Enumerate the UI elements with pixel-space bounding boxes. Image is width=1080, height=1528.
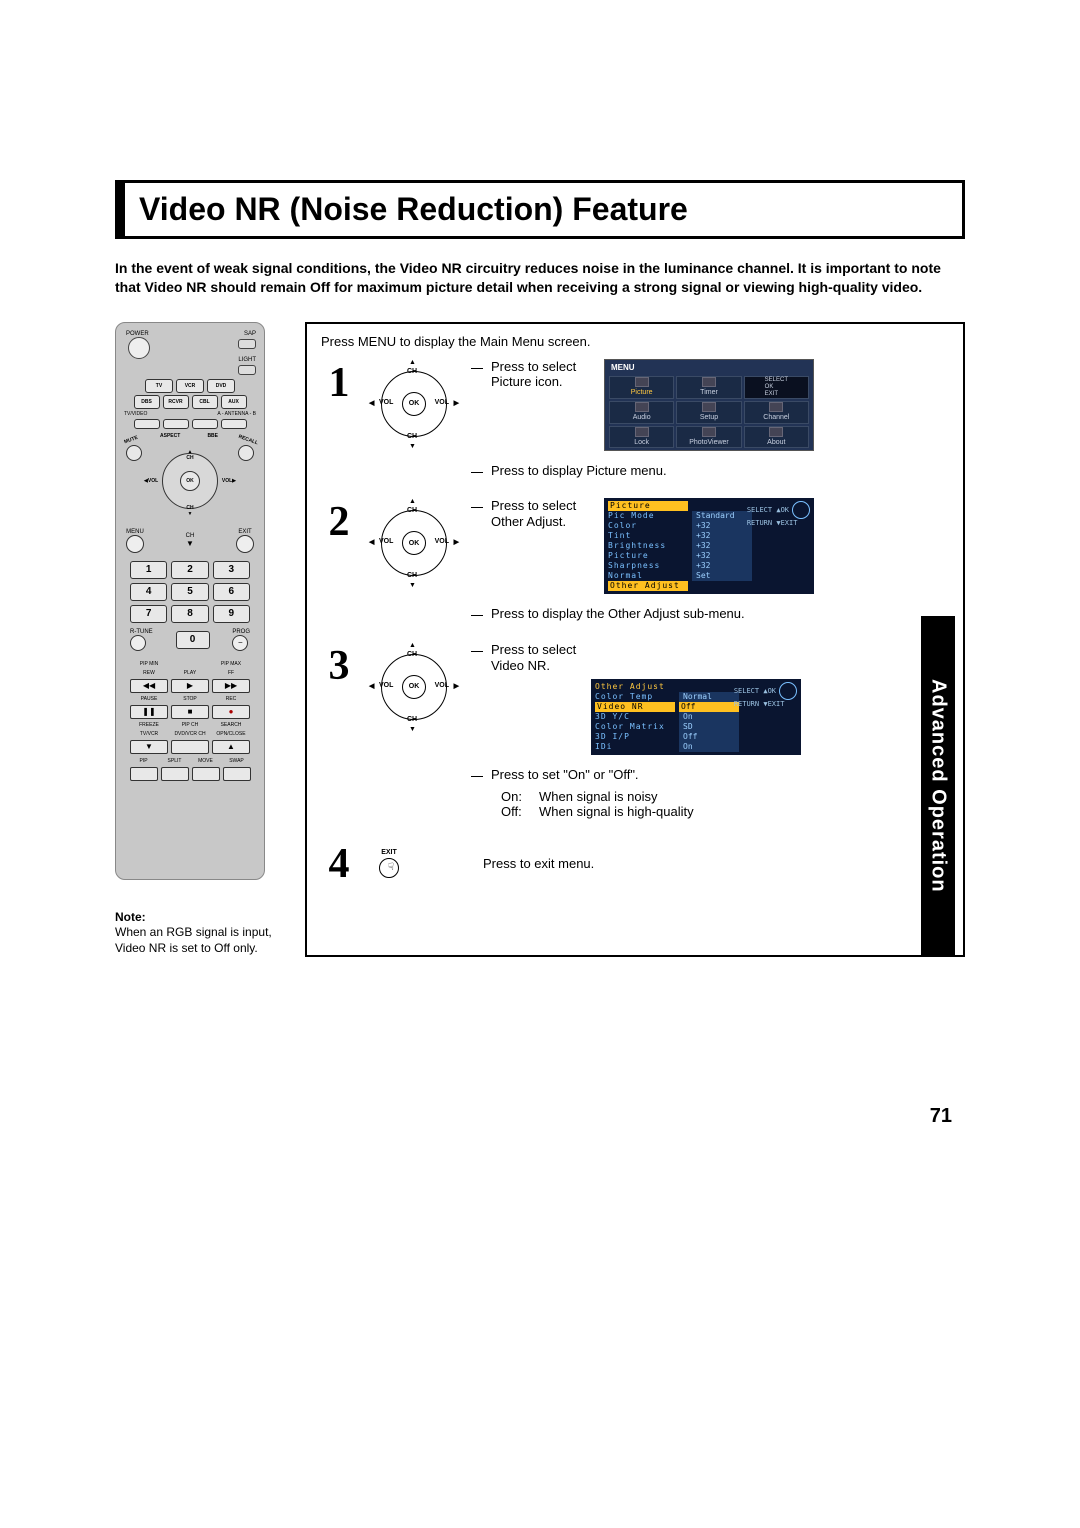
tvvideo-button [134, 419, 160, 429]
intro-paragraph: In the event of weak signal conditions, … [115, 259, 965, 297]
step-2-number: 2 [321, 498, 357, 546]
bbe-label: BBE [207, 433, 218, 439]
tvvideo-label: TV/VIDEO [124, 411, 147, 417]
light-button [238, 365, 256, 375]
ff-button: ▶▶ [212, 679, 250, 693]
rtune-label: R-TUNE [130, 629, 153, 635]
recall-label: RECALL [237, 433, 258, 446]
rec-button: ● [212, 705, 250, 719]
num-4: 4 [130, 583, 167, 601]
recall-button [238, 445, 254, 461]
exit-button-icon: EXIT ☟ [369, 849, 409, 878]
mute-label: MUTE [123, 435, 138, 445]
step-1-text-a: Press to select Picture icon. [491, 359, 596, 390]
aux-button: AUX [221, 395, 247, 409]
antenna-b-button [221, 419, 247, 429]
num-9: 9 [213, 605, 250, 623]
menu-label: MENU [126, 529, 144, 535]
osd-other-adjust-menu: SELECT ▲OKRETURN ▼EXIT Other Adjust Colo… [591, 679, 801, 755]
step-3: 3 OK ▲CH CH▼ ◀VOL VOL▶ Press to select V… [321, 642, 949, 820]
step-1-text-b: Press to display Picture menu. [491, 463, 667, 479]
osd-picture-menu: SELECT ▲OKRETURN ▼EXIT Picture Pic ModeS… [604, 498, 814, 594]
rcvr-button: RCVR [163, 395, 189, 409]
step-2-text-a: Press to select Other Adjust. [491, 498, 596, 529]
pipch-button [171, 740, 209, 754]
step-3-text-a: Press to select Video NR. [491, 642, 596, 673]
freeze-button: ▼ [130, 740, 168, 754]
power-button [128, 337, 150, 359]
split-button [161, 767, 189, 781]
sd-button [163, 419, 189, 429]
search-button: ▲ [212, 740, 250, 754]
on-off-description: On:When signal is noisy Off:When signal … [501, 789, 949, 820]
pause-button: ❚❚ [130, 705, 168, 719]
step-2-text-b: Press to display the Other Adjust sub-me… [491, 606, 745, 622]
num-5: 5 [171, 583, 208, 601]
steps-intro: Press MENU to display the Main Menu scre… [321, 334, 949, 349]
osd-main-menu: MENU Picture Timer SELECTOKEXIT Audio Se… [604, 359, 814, 451]
num-3: 3 [213, 561, 250, 579]
play-button: ▶ [171, 679, 209, 693]
swap-button [223, 767, 251, 781]
numpad: 1 2 3 4 5 6 7 8 9 [122, 561, 258, 623]
num-2: 2 [171, 561, 208, 579]
step-1: 1 OK ▲ CH CH ▼ ◀ VOL VOL ▶ Press to sele… [321, 359, 949, 479]
page-title-box: Video NR (Noise Reduction) Feature [115, 180, 965, 239]
step-4: 4 EXIT ☟ Press to exit menu. [321, 840, 949, 888]
step-2: 2 OK ▲CH CH▼ ◀VOL VOL▶ Press to select O… [321, 498, 949, 622]
nav-pad-mini-3: OK ▲CH CH▼ ◀VOL VOL▶ [369, 642, 459, 732]
vcr-button: VCR [176, 379, 204, 393]
power-label: POWER [126, 331, 150, 337]
prog-label: PROG [232, 629, 250, 635]
aspect-label: ASPECT [160, 433, 180, 439]
antenna-a-button [192, 419, 218, 429]
step-3-text-b: Press to set "On" or "Off". [491, 767, 639, 783]
osd-picture-cell: Picture [609, 376, 674, 400]
antenna-label: A - ANTENNA - B [217, 411, 256, 417]
light-label: LIGHT [238, 357, 256, 363]
page-number: 71 [930, 1105, 952, 1128]
prog-button: − [232, 635, 248, 651]
menu-button [126, 535, 144, 553]
exit-button [236, 535, 254, 553]
rtune-button [130, 635, 146, 651]
dvd-button: DVD [207, 379, 235, 393]
vol-up-label: VOL [222, 478, 232, 484]
mute-button [126, 445, 142, 461]
dbs-button: DBS [134, 395, 160, 409]
nav-pad: MUTE ASPECT BBE RECALL OK ▲CH CH▼ ◀VOL V… [122, 441, 258, 521]
step-1-number: 1 [321, 359, 357, 407]
num-8: 8 [171, 605, 208, 623]
note-block: Note: When an RGB signal is input, Video… [115, 910, 285, 957]
nav-pad-mini-2: OK ▲CH CH▼ ◀VOL VOL▶ [369, 498, 459, 588]
note-heading: Note: [115, 910, 285, 926]
num-0: 0 [176, 631, 210, 649]
page-title: Video NR (Noise Reduction) Feature [139, 191, 948, 228]
remote-control-diagram: POWER SAP LIGHT TV VCR DVD D [115, 322, 265, 880]
exit-label: EXIT [236, 529, 254, 535]
stop-button: ■ [171, 705, 209, 719]
ok-button: OK [180, 471, 200, 491]
num-1: 1 [130, 561, 167, 579]
ch-down-label: CH [186, 505, 193, 511]
sap-label: SAP [244, 331, 256, 337]
steps-panel: Press MENU to display the Main Menu scre… [305, 322, 965, 957]
nav-pad-mini-1: OK ▲ CH CH ▼ ◀ VOL VOL ▶ [369, 359, 459, 449]
pip-button [130, 767, 158, 781]
ch-up-label: CH [186, 455, 193, 461]
section-tab: Advanced Operation [921, 616, 955, 956]
num-6: 6 [213, 583, 250, 601]
move-button [192, 767, 220, 781]
step-4-number: 4 [321, 840, 357, 888]
cbl-button: CBL [192, 395, 218, 409]
num-7: 7 [130, 605, 167, 623]
rew-button: ◀◀ [130, 679, 168, 693]
vol-down-label: VOL [148, 478, 158, 484]
step-3-number: 3 [321, 642, 357, 690]
sap-button [238, 339, 256, 349]
tv-button: TV [145, 379, 173, 393]
note-body: When an RGB signal is input, Video NR is… [115, 925, 272, 955]
step-4-text: Press to exit menu. [483, 856, 594, 871]
